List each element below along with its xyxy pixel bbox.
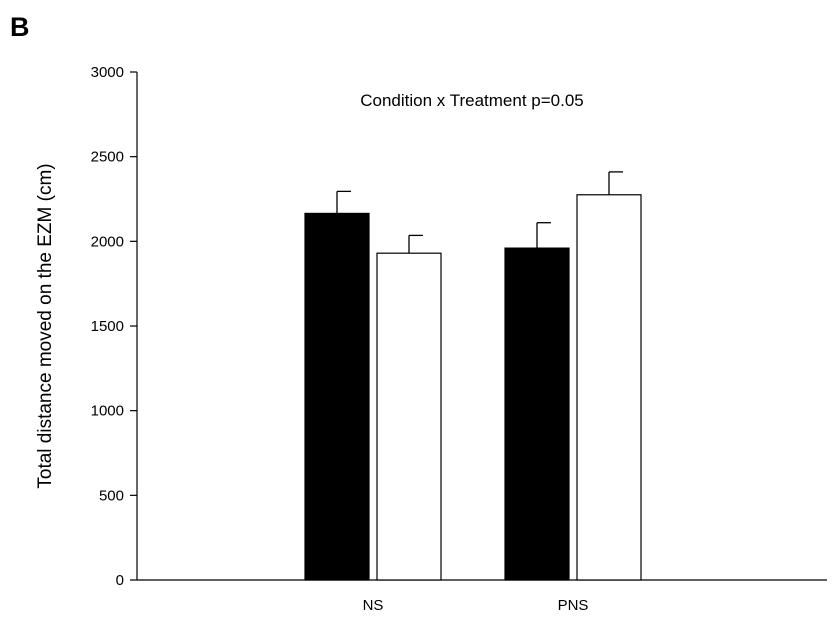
- bar-ns-series-2: [376, 252, 442, 581]
- y-tick-label-3000: 3000: [91, 64, 124, 81]
- y-tick-label-0: 0: [116, 572, 124, 589]
- y-tick-label-2000: 2000: [91, 233, 124, 250]
- chart-annotation: Condition x Treatment p=0.05: [360, 91, 584, 110]
- bar-pns-series-2: [576, 194, 642, 581]
- y-tick-label-500: 500: [99, 487, 124, 504]
- y-axis-title: Total distance moved on the EZM (cm): [35, 163, 56, 488]
- y-tick-label-1500: 1500: [91, 318, 124, 335]
- plot-area: 0 500 1000 1500 2000 2500 3000 NS PNS: [91, 64, 827, 614]
- x-tick-label-pns: PNS: [558, 597, 589, 614]
- x-tick-label-ns: NS: [363, 597, 384, 614]
- y-tick-label-2500: 2500: [91, 149, 124, 166]
- bar-pns-series-1: [504, 247, 570, 581]
- bar-ns-series-1: [304, 212, 370, 581]
- y-tick-label-1000: 1000: [91, 403, 124, 420]
- panel-label: B: [10, 12, 30, 42]
